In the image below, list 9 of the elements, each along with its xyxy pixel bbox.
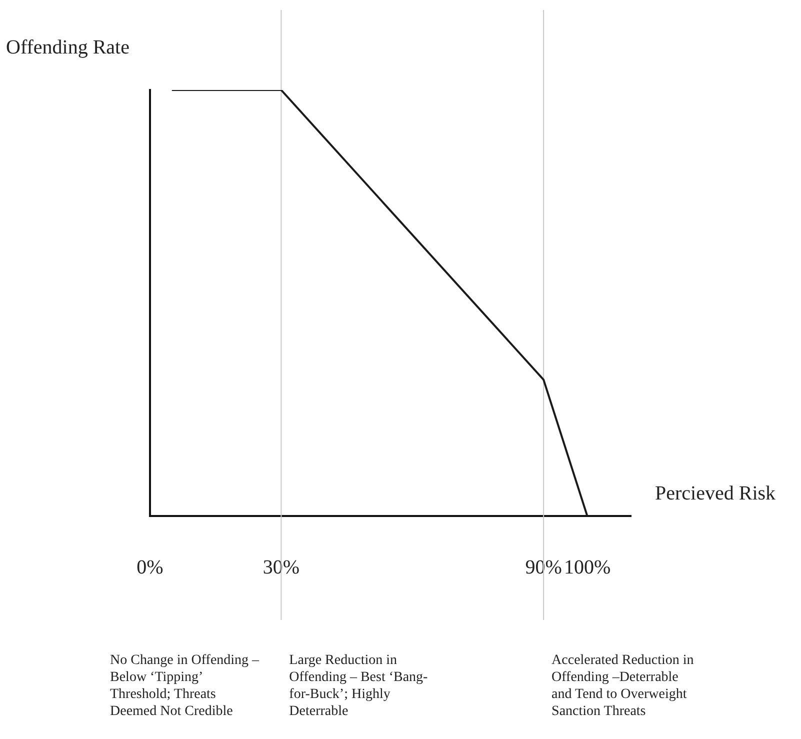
x-tick-label: 90%: [525, 556, 562, 578]
text: No Change in Offending – Below ‘Tipping’ Threshold; Threats Deemed Not Credible: [110, 652, 260, 720]
x-tick-label: 100%: [564, 556, 611, 578]
y-axis-title: Offending Rate: [6, 36, 130, 58]
x-tick-label: 30%: [262, 556, 300, 578]
text: Accelerated Reduction in Offending –Deterrable and Tend to Overweight Sanction Threats: [552, 652, 695, 720]
x-axis-title: Percieved Risk: [655, 482, 776, 504]
text: Large Reduction in Offending – Best ‘Bang-for-Buck’; Highly Deterrable: [289, 652, 429, 720]
x-tick-label: 0%: [136, 556, 164, 578]
